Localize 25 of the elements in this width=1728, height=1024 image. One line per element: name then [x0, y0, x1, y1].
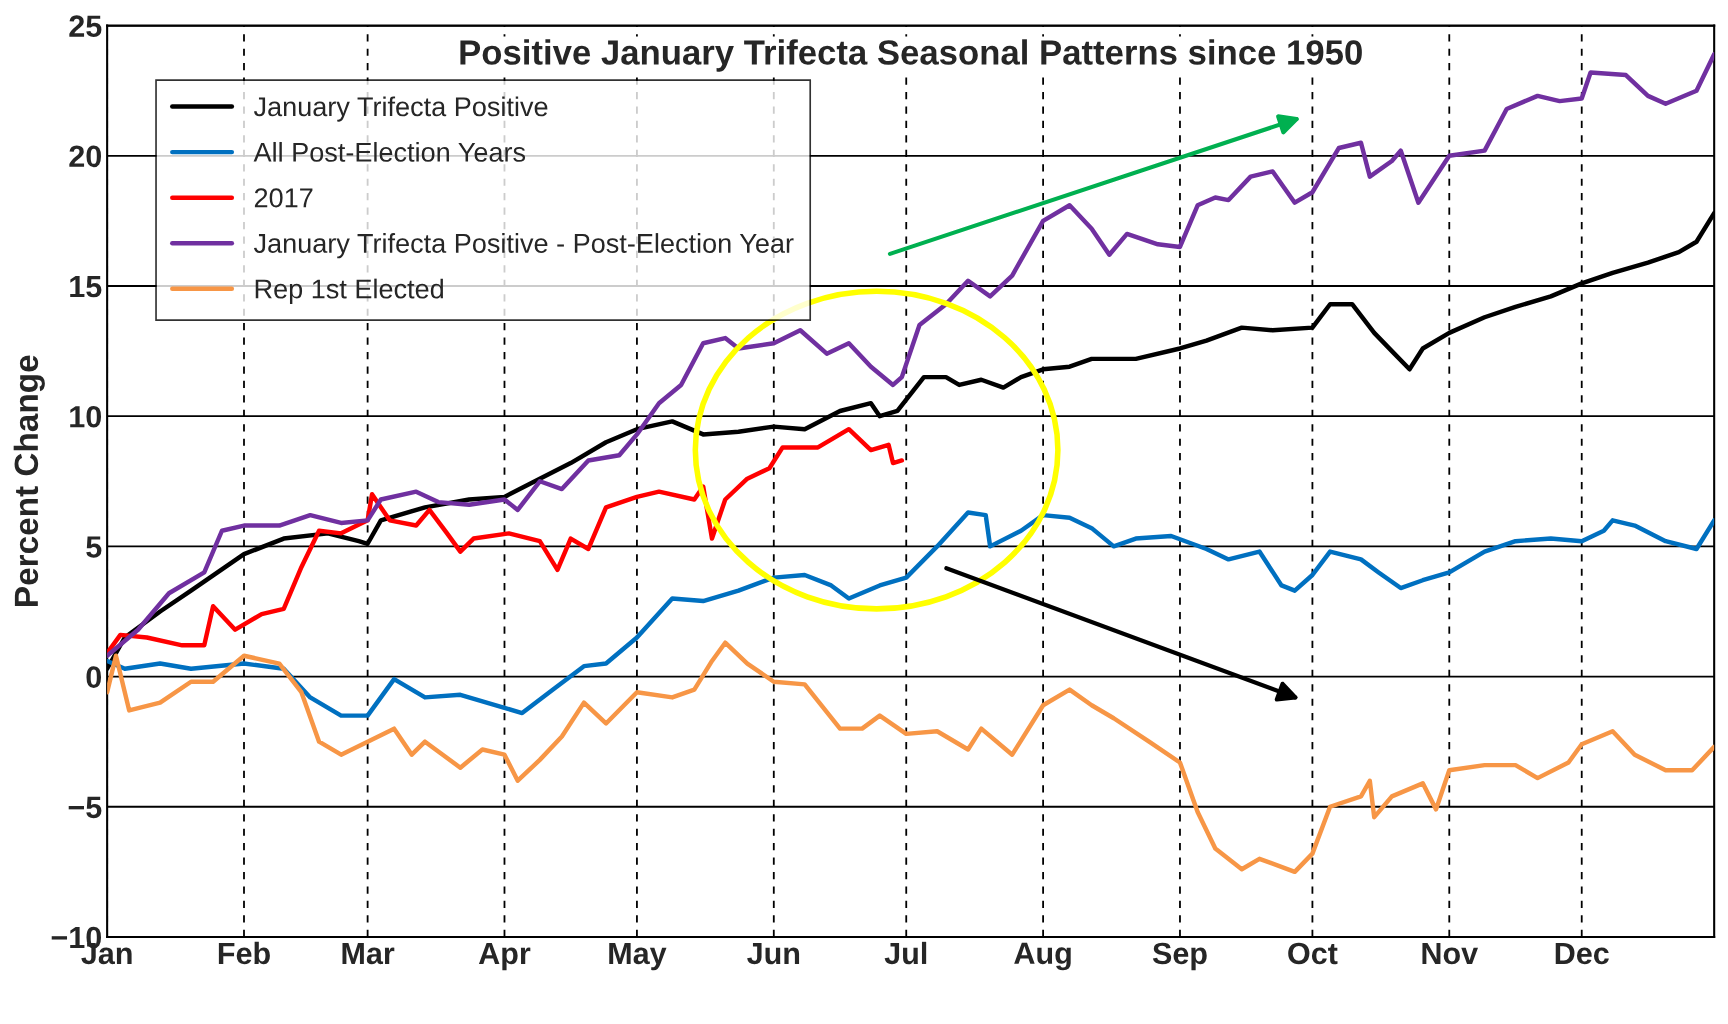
y-tick-label: 15	[70, 276, 102, 298]
legend-label: January Trifecta Positive	[253, 96, 548, 122]
x-tick-label: Aug	[1014, 942, 1071, 971]
x-tick-label: Nov	[1422, 942, 1479, 965]
x-tick-label: May	[609, 942, 667, 971]
x-tick-label: Dec	[1555, 942, 1609, 965]
x-tick-label: Sep	[1152, 942, 1207, 971]
legend-label: All Post-Election Years	[253, 141, 526, 162]
chart-title: Positive January Trifecta Seasonal Patterns since 1950	[460, 39, 1362, 72]
legend-label: 2017	[254, 188, 313, 208]
y-axis-title: Percent Change	[13, 355, 45, 606]
x-tick-label: Jun	[747, 942, 800, 965]
legend-label: Rep 1st Elected	[255, 278, 443, 304]
y-tick-label: 25	[69, 15, 102, 37]
x-tick-label: Jul	[884, 941, 927, 965]
y-tick-label: 5	[86, 536, 102, 558]
y-tick-label: 0	[86, 666, 102, 688]
legend-label: January Trifecta Positive - Post-Election Year	[253, 233, 794, 259]
y-tick-label: −5	[68, 796, 102, 819]
x-tick-label: Feb	[218, 941, 270, 965]
x-tick-label: Oct	[1288, 942, 1338, 965]
y-tick-label: 20	[69, 145, 102, 168]
x-tick-label: Mar	[342, 942, 395, 965]
x-tick-label: Apr	[478, 942, 531, 971]
y-tick-label: 10	[70, 405, 102, 428]
